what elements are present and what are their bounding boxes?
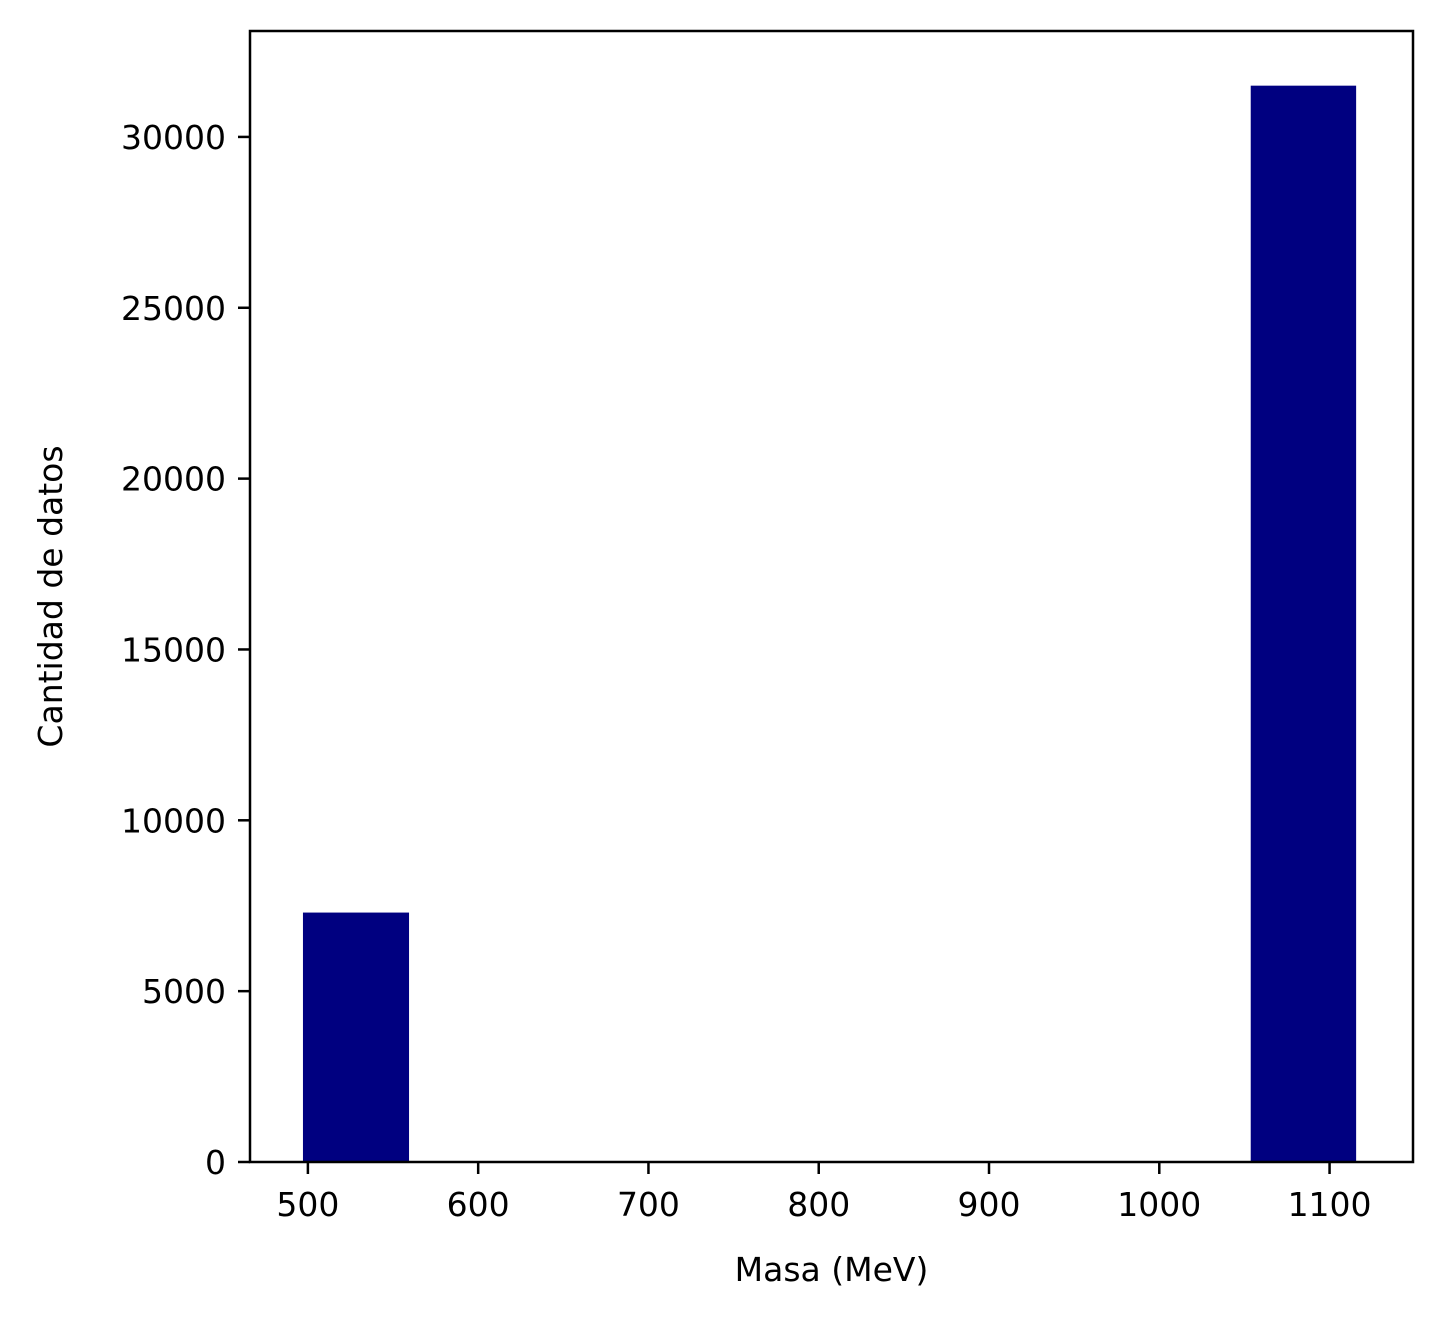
x-tick-label: 1000 <box>1117 1185 1201 1224</box>
y-axis-label: Cantidad de datos <box>31 445 70 747</box>
y-tick-label: 20000 <box>121 460 226 499</box>
x-tick-label: 800 <box>787 1185 850 1224</box>
y-tick-label: 15000 <box>121 630 226 669</box>
x-tick-label: 900 <box>958 1185 1021 1224</box>
x-tick-label: 600 <box>447 1185 510 1224</box>
y-tick-label: 5000 <box>142 972 226 1011</box>
plot-frame <box>248 29 1415 1164</box>
y-axis-ticks: 0 5000 10000 15000 20000 25000 30000 <box>121 118 250 1182</box>
histogram-bar-1 <box>302 912 410 1162</box>
x-axis-ticks: 500 600 700 800 900 1000 1100 <box>276 1162 1372 1224</box>
x-axis-label: Masa (MeV) <box>735 1250 929 1289</box>
y-tick-label: 30000 <box>121 118 226 157</box>
x-tick-label: 1100 <box>1288 1185 1372 1224</box>
y-tick-label: 0 <box>205 1143 226 1182</box>
y-tick-label: 25000 <box>121 289 226 328</box>
histogram-bar-2 <box>1250 85 1357 1163</box>
bars-group <box>302 85 1357 1163</box>
y-tick-label: 10000 <box>121 801 226 840</box>
x-tick-label: 700 <box>617 1185 680 1224</box>
x-tick-label: 500 <box>276 1185 339 1224</box>
